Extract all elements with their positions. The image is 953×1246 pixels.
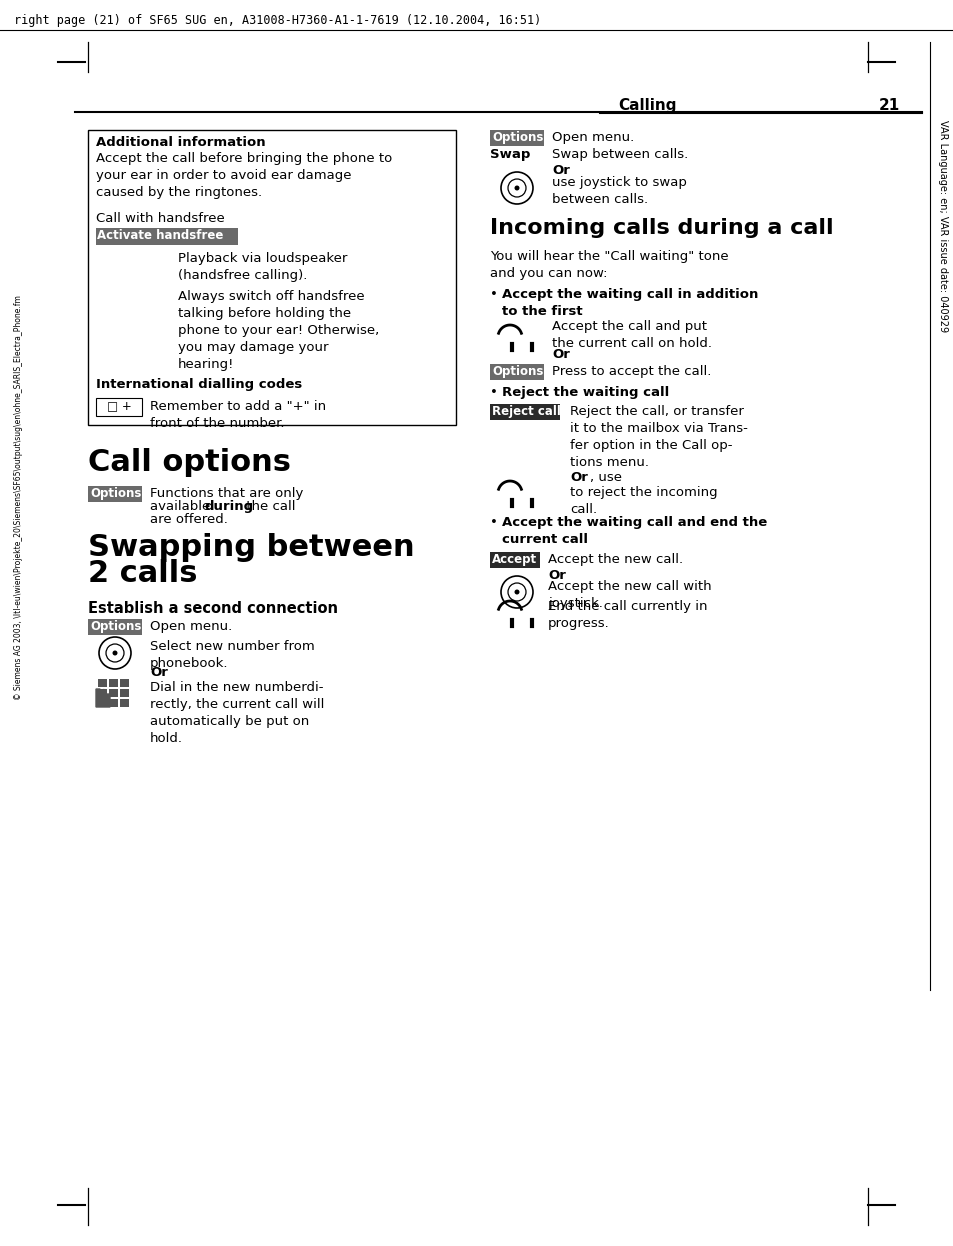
- Circle shape: [514, 186, 519, 191]
- Bar: [120, 689, 129, 697]
- Text: to reject the incoming
call.: to reject the incoming call.: [569, 486, 717, 516]
- Circle shape: [112, 650, 117, 655]
- Text: Swap between calls.: Swap between calls.: [552, 148, 687, 161]
- Text: VAR Language: en; VAR issue date: 040929: VAR Language: en; VAR issue date: 040929: [937, 120, 947, 333]
- Text: during: during: [204, 500, 253, 513]
- Circle shape: [514, 589, 519, 594]
- Text: Reject call: Reject call: [492, 405, 560, 417]
- Text: Reject the call, or transfer
it to the mailbox via Trans-
fer option in the Call: Reject the call, or transfer it to the m…: [569, 405, 747, 468]
- Bar: [120, 679, 129, 687]
- Text: 2 calls: 2 calls: [88, 559, 197, 588]
- FancyBboxPatch shape: [490, 364, 543, 380]
- Bar: [120, 699, 129, 706]
- FancyBboxPatch shape: [88, 619, 142, 635]
- Text: Accept the waiting call and end the
current call: Accept the waiting call and end the curr…: [501, 516, 766, 546]
- Text: Or: Or: [547, 569, 565, 582]
- Text: use joystick to swap
between calls.: use joystick to swap between calls.: [552, 176, 686, 206]
- Text: End the call currently in
progress.: End the call currently in progress.: [547, 601, 707, 630]
- Text: Options: Options: [492, 365, 543, 378]
- FancyBboxPatch shape: [88, 486, 142, 502]
- Text: Incoming calls during a call: Incoming calls during a call: [490, 218, 833, 238]
- Text: Open menu.: Open menu.: [150, 621, 232, 633]
- Text: Or: Or: [552, 348, 569, 361]
- Text: Additional information: Additional information: [96, 136, 265, 150]
- Text: Call options: Call options: [88, 449, 291, 477]
- Text: , use: , use: [589, 471, 621, 483]
- Text: Accept: Accept: [492, 553, 537, 566]
- Bar: [109, 699, 118, 706]
- Text: Calling: Calling: [618, 98, 676, 113]
- Text: Functions that are only: Functions that are only: [150, 487, 303, 500]
- Bar: [109, 679, 118, 687]
- FancyBboxPatch shape: [88, 130, 456, 425]
- Text: Options: Options: [492, 131, 543, 145]
- Text: Reject the waiting call: Reject the waiting call: [501, 386, 669, 399]
- FancyBboxPatch shape: [490, 552, 539, 568]
- Text: the call: the call: [242, 500, 295, 513]
- Text: Accept the call before bringing the phone to
your ear in order to avoid ear dama: Accept the call before bringing the phon…: [96, 152, 392, 199]
- Text: International dialling codes: International dialling codes: [96, 378, 302, 391]
- Text: Select new number from
phonebook.: Select new number from phonebook.: [150, 640, 314, 670]
- Bar: [98, 699, 107, 706]
- Text: Dial in the new numberdi-
rectly, the current call will
automatically be put on
: Dial in the new numberdi- rectly, the cu…: [150, 682, 324, 745]
- Text: •: •: [490, 386, 497, 399]
- Text: Options: Options: [90, 621, 141, 633]
- Bar: [98, 679, 107, 687]
- Text: Or: Or: [569, 471, 587, 483]
- Text: Playback via loudspeaker
(handsfree calling).: Playback via loudspeaker (handsfree call…: [178, 252, 347, 282]
- Text: © Siemens AG 2003, \ltl-eu\wien\Projekte_20\Siemens\SF65\output\sug\en\ohne_SARI: © Siemens AG 2003, \ltl-eu\wien\Projekte…: [14, 295, 23, 700]
- Text: Or: Or: [552, 164, 569, 177]
- Bar: [98, 689, 107, 697]
- Text: You will hear the "Call waiting" tone
and you can now:: You will hear the "Call waiting" tone an…: [490, 250, 728, 280]
- Bar: [109, 689, 118, 697]
- Text: Swapping between: Swapping between: [88, 533, 415, 562]
- FancyBboxPatch shape: [96, 397, 142, 416]
- Text: □ +: □ +: [107, 399, 132, 412]
- Text: Accept the new call.: Accept the new call.: [547, 553, 682, 566]
- Text: Activate handsfree: Activate handsfree: [97, 229, 223, 242]
- Text: right page (21) of SF65 SUG en, A31008-H7360-A1-1-7619 (12.10.2004, 16:51): right page (21) of SF65 SUG en, A31008-H…: [14, 14, 540, 27]
- Text: are offered.: are offered.: [150, 513, 228, 526]
- FancyBboxPatch shape: [490, 404, 559, 420]
- Text: Accept the call and put
the current call on hold.: Accept the call and put the current call…: [552, 320, 711, 350]
- Text: Swap: Swap: [490, 148, 530, 161]
- Text: Always switch off handsfree
talking before holding the
phone to your ear! Otherw: Always switch off handsfree talking befo…: [178, 290, 379, 371]
- Text: Call with handsfree: Call with handsfree: [96, 212, 225, 226]
- Text: available: available: [150, 500, 214, 513]
- Text: Options: Options: [90, 487, 141, 500]
- Text: Or: Or: [150, 667, 168, 679]
- Text: Establish a second connection: Establish a second connection: [88, 601, 337, 616]
- Text: Open menu.: Open menu.: [552, 131, 634, 145]
- Text: Accept the new call with
joystick.: Accept the new call with joystick.: [547, 579, 711, 611]
- Text: Remember to add a "+" in
front of the number.: Remember to add a "+" in front of the nu…: [150, 400, 326, 430]
- Text: •: •: [490, 288, 497, 302]
- Text: Press to accept the call.: Press to accept the call.: [552, 365, 711, 378]
- Text: Accept the waiting call in addition
to the first: Accept the waiting call in addition to t…: [501, 288, 758, 318]
- Text: 21: 21: [878, 98, 899, 113]
- Text: •: •: [490, 516, 497, 530]
- FancyBboxPatch shape: [96, 228, 237, 245]
- Polygon shape: [96, 689, 110, 706]
- FancyBboxPatch shape: [490, 130, 543, 146]
